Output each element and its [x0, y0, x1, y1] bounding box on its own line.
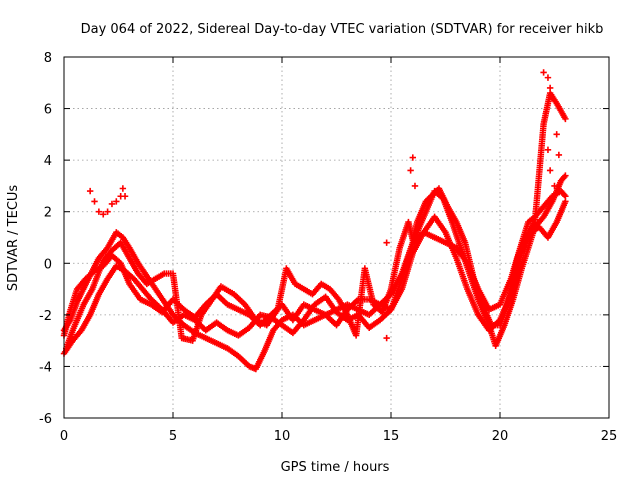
isolated-bursts-point [553, 131, 560, 138]
track-a-point [562, 172, 569, 179]
isolated-bursts-point [95, 208, 103, 215]
x-tick-label: 10 [274, 429, 291, 444]
plot-frame [63, 56, 610, 419]
isolated-bursts-point [121, 193, 129, 200]
isolated-bursts-point [86, 187, 94, 195]
isolated-bursts-point [540, 69, 547, 76]
isolated-bursts-point [549, 95, 556, 102]
y-tick-label: 4 [44, 154, 52, 169]
isolated-bursts-point [383, 239, 390, 246]
x-tick-label: 25 [601, 429, 618, 444]
x-tick-label: 5 [169, 429, 177, 444]
track-d-point [562, 115, 569, 123]
grid-lines [64, 57, 609, 418]
isolated-bursts-point [91, 198, 98, 205]
y-tick-label: 0 [44, 257, 52, 272]
isolated-bursts-point [551, 182, 558, 190]
chart-title: Day 064 of 2022, Sidereal Day-to-day VTE… [81, 22, 604, 37]
isolated-bursts-point [555, 151, 563, 159]
isolated-bursts-point [409, 154, 416, 161]
x-tick-label: 20 [492, 429, 509, 444]
isolated-bursts-point [542, 110, 549, 117]
track-a-trace [561, 173, 568, 181]
isolated-bursts-point [411, 182, 419, 190]
y-axis-label: SDTVAR / TECUs [6, 185, 21, 292]
x-tick-label: 0 [60, 429, 68, 444]
isolated-bursts-point [544, 146, 552, 154]
x-axis-label: GPS time / hours [281, 460, 390, 475]
x-tick-label: 15 [383, 429, 400, 444]
isolated-bursts-point [546, 167, 554, 174]
isolated-bursts-point [119, 185, 127, 192]
y-tick-label: 8 [44, 51, 52, 66]
y-tick-label: 6 [44, 103, 52, 118]
track-c-trace [561, 191, 568, 199]
y-axis-ticks: -6 -4 -2 0 2 4 6 8 [39, 51, 609, 427]
y-tick-label: -6 [39, 412, 52, 427]
data-points [60, 69, 569, 373]
y-tick-label: 2 [44, 206, 52, 221]
track-c-point [562, 193, 569, 200]
y-tick-label: -4 [39, 360, 52, 375]
x-axis-ticks: 0 5 10 15 20 25 [60, 57, 617, 444]
isolated-bursts-point [104, 208, 111, 215]
isolated-bursts-point [108, 200, 116, 208]
isolated-bursts-point [113, 198, 120, 205]
isolated-bursts-point [407, 167, 414, 174]
y-tick-label: -2 [39, 309, 52, 324]
isolated-bursts-point [544, 74, 552, 81]
isolated-bursts-point [546, 84, 554, 92]
isolated-bursts-point [100, 211, 107, 218]
isolated-bursts-point [383, 334, 390, 342]
